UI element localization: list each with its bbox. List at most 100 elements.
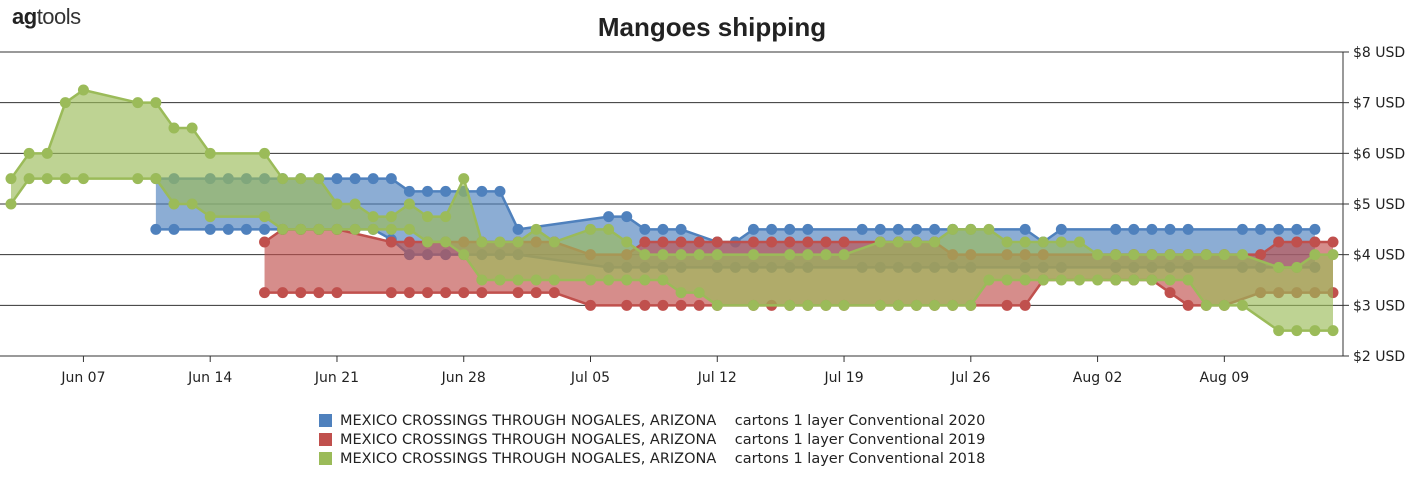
data-point-high xyxy=(1001,236,1013,248)
data-point-high xyxy=(1309,249,1321,261)
data-point-high xyxy=(1055,236,1067,248)
data-point-low xyxy=(512,274,524,286)
brand-logo: agtools xyxy=(12,4,81,29)
data-point-low xyxy=(657,299,669,311)
data-point-low xyxy=(204,223,216,235)
data-point-high xyxy=(1236,223,1248,235)
data-point-high xyxy=(675,236,687,248)
data-point-low xyxy=(168,198,180,210)
legend-item-s2019[interactable]: MEXICO CROSSINGS THROUGH NOGALES, ARIZON… xyxy=(319,430,985,449)
data-point-high xyxy=(349,198,361,210)
data-point-low xyxy=(277,223,289,235)
data-point-high xyxy=(1291,261,1303,273)
chart-canvas: Mangoes shipping $2 USD $3 USD $4 USD $5 US… xyxy=(0,12,1405,386)
data-point-high xyxy=(657,223,669,235)
data-point-high xyxy=(910,236,922,248)
data-point-low xyxy=(259,287,271,299)
data-point-high xyxy=(132,97,144,109)
data-point-high xyxy=(440,211,452,223)
x-tick-label: Jul 19 xyxy=(823,370,863,386)
data-point-low xyxy=(458,287,470,299)
data-point-high xyxy=(820,249,832,261)
data-point-low xyxy=(295,287,307,299)
data-point-low xyxy=(548,274,560,286)
legend-item-s2020[interactable]: MEXICO CROSSINGS THROUGH NOGALES, ARIZON… xyxy=(319,411,985,430)
data-point-low xyxy=(59,173,71,185)
x-tick-label: Aug 09 xyxy=(1200,370,1250,386)
data-point-high xyxy=(422,211,434,223)
data-point-low xyxy=(23,173,35,185)
data-point-low xyxy=(983,274,995,286)
data-point-low xyxy=(440,236,452,248)
data-point-high xyxy=(1255,223,1267,235)
data-point-low xyxy=(1182,274,1194,286)
data-point-high xyxy=(1309,223,1321,235)
data-point-high xyxy=(59,97,71,109)
data-point-high xyxy=(313,173,325,185)
data-point-high xyxy=(639,223,651,235)
data-point-high xyxy=(1291,223,1303,235)
data-point-high xyxy=(494,236,506,248)
data-point-low xyxy=(476,287,488,299)
data-point-low xyxy=(259,211,271,223)
data-point-high xyxy=(874,223,886,235)
data-point-low xyxy=(512,287,524,299)
data-point-low xyxy=(385,287,397,299)
data-point-high xyxy=(204,147,216,159)
data-point-high xyxy=(1327,249,1339,261)
data-point-high xyxy=(440,185,452,197)
x-tick-label: Jun 21 xyxy=(314,370,359,386)
data-point-high xyxy=(965,223,977,235)
data-point-low xyxy=(1092,274,1104,286)
data-point-low xyxy=(1182,299,1194,311)
data-point-low xyxy=(168,223,180,235)
legend-item-s2018[interactable]: MEXICO CROSSINGS THROUGH NOGALES, ARIZON… xyxy=(319,449,985,468)
data-point-low xyxy=(1001,274,1013,286)
data-point-low xyxy=(1164,274,1176,286)
data-point-high xyxy=(367,173,379,185)
y-tick-label: $3 USD xyxy=(1353,298,1405,314)
data-point-low xyxy=(1146,274,1158,286)
data-point-low xyxy=(77,173,89,185)
data-point-low xyxy=(403,287,415,299)
data-point-high xyxy=(621,211,633,223)
x-tick-label: Jul 05 xyxy=(570,370,610,386)
data-point-high xyxy=(747,249,759,261)
data-point-high xyxy=(1128,223,1140,235)
data-point-high xyxy=(766,236,778,248)
data-point-high xyxy=(385,211,397,223)
data-point-low xyxy=(1001,299,1013,311)
data-point-low xyxy=(675,287,687,299)
data-point-high xyxy=(403,236,415,248)
data-point-low xyxy=(422,236,434,248)
data-point-low xyxy=(1037,274,1049,286)
data-point-high xyxy=(530,223,542,235)
data-point-low xyxy=(530,274,542,286)
data-point-high xyxy=(150,97,162,109)
data-point-low xyxy=(1055,274,1067,286)
data-point-low xyxy=(621,274,633,286)
data-point-low xyxy=(422,287,434,299)
x-tick-label: Aug 02 xyxy=(1073,370,1123,386)
data-point-low xyxy=(1218,299,1230,311)
data-point-high xyxy=(1146,223,1158,235)
data-point-high xyxy=(1273,236,1285,248)
data-point-low xyxy=(965,299,977,311)
data-point-low xyxy=(1273,325,1285,337)
data-point-high xyxy=(1055,223,1067,235)
data-point-low xyxy=(585,274,597,286)
data-point-high xyxy=(1236,249,1248,261)
data-point-high xyxy=(747,223,759,235)
data-point-high xyxy=(458,173,470,185)
data-point-low xyxy=(150,223,162,235)
chart-title: Mangoes shipping xyxy=(598,12,826,42)
data-point-high xyxy=(1019,236,1031,248)
data-point-low xyxy=(5,198,17,210)
data-point-high xyxy=(295,173,307,185)
data-point-low xyxy=(458,249,470,261)
data-point-high xyxy=(856,223,868,235)
data-point-high xyxy=(331,173,343,185)
data-point-high xyxy=(929,236,941,248)
data-point-low xyxy=(1128,274,1140,286)
data-point-high xyxy=(1255,249,1267,261)
